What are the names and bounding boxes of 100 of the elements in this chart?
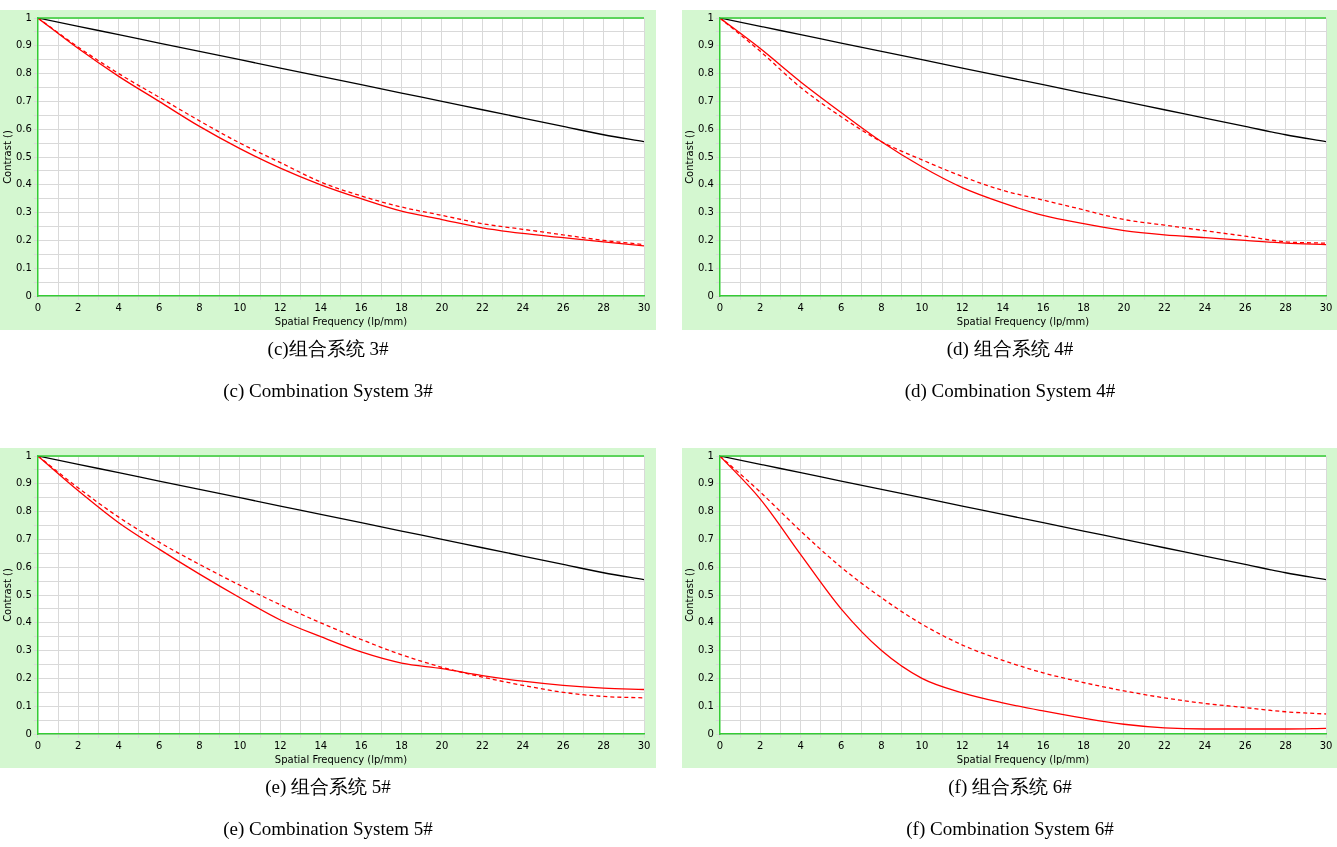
x-tick-label: 24	[1198, 739, 1212, 751]
x-tick-label: 18	[1077, 739, 1090, 751]
y-tick-label: 0.2	[16, 233, 32, 245]
y-tick-label: 0.6	[16, 560, 32, 572]
x-tick-label: 22	[1158, 739, 1171, 751]
x-tick-label: 4	[797, 739, 804, 751]
y-tick-label: 0.1	[698, 699, 714, 711]
y-tick-label: 0.5	[16, 588, 32, 600]
y-tick-label: 0.4	[16, 178, 32, 190]
y-tick-label: 0.3	[698, 644, 714, 656]
y-axis-title: Contrast ()	[1, 568, 13, 622]
y-tick-label: 1	[707, 11, 714, 23]
x-tick-label: 24	[516, 301, 530, 313]
x-axis-title: Spatial Frequency (lp/mm)	[956, 315, 1090, 327]
x-tick-label: 8	[196, 301, 203, 313]
x-tick-label: 8	[878, 301, 885, 313]
x-tick-label: 6	[155, 739, 163, 751]
y-tick-label: 0.4	[16, 616, 32, 628]
y-tick-label: 0.7	[698, 532, 714, 544]
x-tick-label: 0	[716, 739, 724, 751]
x-tick-label: 18	[395, 301, 408, 313]
y-tick-label: 0.7	[16, 532, 32, 544]
x-tick-label: 28	[597, 739, 610, 751]
x-tick-label: 28	[597, 301, 610, 313]
y-axis-title: Contrast ()	[683, 130, 695, 184]
x-tick-label: 22	[1158, 301, 1171, 313]
x-tick-label: 26	[556, 739, 570, 751]
y-tick-label: 0.3	[16, 206, 32, 218]
y-axis-title: Contrast ()	[683, 568, 695, 622]
y-tick-label: 0	[707, 727, 714, 739]
y-tick-label: 0.1	[698, 261, 714, 273]
y-tick-label: 0.2	[698, 233, 714, 245]
x-tick-label: 4	[797, 301, 804, 313]
x-tick-label: 16	[1036, 301, 1050, 313]
y-tick-label: 0.9	[698, 39, 714, 51]
y-tick-label: 0.5	[16, 150, 32, 162]
x-tick-label: 6	[155, 301, 163, 313]
x-tick-label: 4	[115, 739, 122, 751]
y-tick-label: 0.9	[16, 39, 32, 51]
x-tick-label: 20	[1117, 301, 1131, 313]
x-tick-label: 6	[837, 739, 845, 751]
x-tick-label: 30	[637, 739, 651, 751]
y-tick-label: 0.4	[698, 178, 714, 190]
x-axis-title: Spatial Frequency (lp/mm)	[956, 753, 1090, 765]
y-tick-label: 0.1	[16, 699, 32, 711]
y-tick-label: 0.6	[698, 560, 714, 572]
text: (d) 组合系统 4#	[945, 338, 1075, 360]
x-tick-label: 4	[115, 301, 122, 313]
y-tick-label: 0.8	[698, 67, 714, 79]
x-tick-label: 0	[716, 301, 724, 313]
y-tick-label: 0.9	[16, 477, 32, 489]
x-tick-label: 10	[233, 301, 247, 313]
y-tick-label: 0.2	[698, 671, 714, 683]
x-tick-label: 2	[757, 301, 764, 313]
y-tick-label: 0.3	[16, 644, 32, 656]
x-tick-label: 14	[996, 301, 1010, 313]
y-tick-label: 0.7	[16, 94, 32, 106]
text: (d) Combination System 4#	[903, 380, 1117, 402]
x-tick-label: 26	[556, 301, 570, 313]
x-tick-label: 10	[233, 739, 247, 751]
x-tick-label: 12	[273, 739, 287, 751]
x-tick-label: 14	[314, 301, 328, 313]
text: (c) Combination System 3#	[222, 380, 434, 402]
x-tick-label: 14	[314, 739, 328, 751]
x-tick-label: 30	[1319, 301, 1333, 313]
x-tick-label: 8	[878, 739, 885, 751]
x-tick-label: 6	[837, 301, 845, 313]
x-tick-label: 20	[435, 739, 449, 751]
y-axis-title: Contrast ()	[1, 130, 13, 184]
x-tick-label: 2	[75, 739, 82, 751]
x-tick-label: 18	[395, 739, 408, 751]
y-tick-label: 0	[707, 289, 714, 301]
x-tick-label: 24	[1198, 301, 1212, 313]
x-tick-label: 12	[273, 301, 287, 313]
x-tick-label: 10	[915, 739, 929, 751]
x-tick-label: 16	[354, 301, 368, 313]
x-tick-label: 28	[1279, 739, 1292, 751]
x-tick-label: 16	[1036, 739, 1050, 751]
x-tick-label: 20	[435, 301, 449, 313]
text: (e) Combination System 5#	[222, 818, 434, 840]
x-tick-label: 22	[476, 301, 489, 313]
y-tick-label: 0.6	[16, 122, 32, 134]
y-tick-label: 0.5	[698, 150, 714, 162]
x-tick-label: 12	[955, 301, 969, 313]
x-tick-label: 2	[757, 739, 764, 751]
y-tick-label: 0.3	[698, 206, 714, 218]
x-tick-label: 30	[637, 301, 651, 313]
x-tick-label: 26	[1238, 739, 1252, 751]
text: (f) Combination System 6#	[905, 818, 1115, 840]
y-tick-label: 0.7	[698, 94, 714, 106]
y-tick-label: 1	[25, 449, 32, 461]
x-tick-label: 26	[1238, 301, 1252, 313]
x-tick-label: 20	[1117, 739, 1131, 751]
y-tick-label: 0.2	[16, 671, 32, 683]
x-tick-label: 12	[955, 739, 969, 751]
y-tick-label: 0.5	[698, 588, 714, 600]
x-axis-title: Spatial Frequency (lp/mm)	[274, 753, 408, 765]
x-tick-label: 0	[34, 301, 42, 313]
y-tick-label: 0.8	[698, 505, 714, 517]
y-tick-label: 1	[25, 11, 32, 23]
